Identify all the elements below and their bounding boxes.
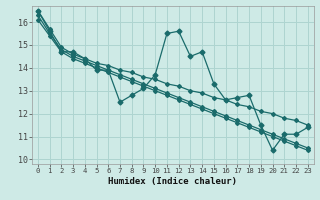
X-axis label: Humidex (Indice chaleur): Humidex (Indice chaleur) [108,177,237,186]
